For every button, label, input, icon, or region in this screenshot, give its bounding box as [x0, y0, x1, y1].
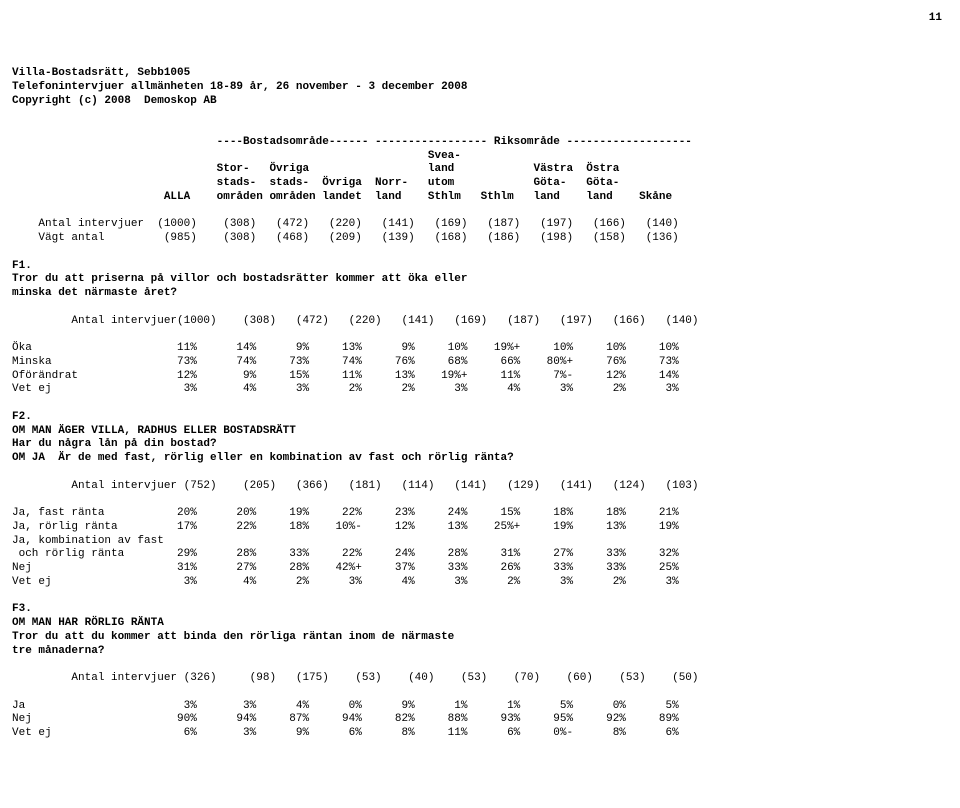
- f1-q2: minska det närmaste året?: [12, 287, 177, 299]
- f2-q3: OM JA Är de med fast, rörlig eller en ko…: [12, 452, 514, 464]
- f2-q1: OM MAN ÄGER VILLA, RADHUS ELLER BOSTADSR…: [12, 425, 296, 437]
- row-antal-intervjuer: Antal intervjuer (1000) (308) (472) (220…: [12, 218, 679, 230]
- f3-q2: Tror du att du kommer att binda den rörl…: [12, 631, 454, 643]
- header-copyright: Copyright (c) 2008 Demoskop AB: [12, 95, 217, 107]
- f1-vetej: Vet ej 3% 4% 3% 2% 2% 3% 4% 3% 2% 3%: [12, 383, 679, 395]
- f2-q2: Har du några lån på din bostad?: [12, 438, 217, 450]
- f2-nej: Nej 31% 27% 28% 42%+ 37% 33% 26% 33% 33%…: [12, 562, 679, 574]
- col-header-l5: ALLA områden områden landet land Sthlm S…: [12, 191, 699, 203]
- f3-code: F3.: [12, 603, 32, 615]
- f1-code: F1.: [12, 260, 32, 272]
- col-header-l1: ----Bostadsområde------ ----------------…: [12, 136, 692, 148]
- f3-antal: Antal intervjuer (326) (98) (175) (53) (…: [12, 672, 699, 684]
- header-title-2: Telefonintervjuer allmänheten 18-89 år, …: [12, 81, 467, 93]
- f3-nej: Nej 90% 94% 87% 94% 82% 88% 93% 95% 92% …: [12, 713, 679, 725]
- f2-code: F2.: [12, 411, 32, 423]
- f2-rorlig: Ja, rörlig ränta 17% 22% 18% 10%- 12% 13…: [12, 521, 679, 533]
- f1-minska: Minska 73% 74% 73% 74% 76% 68% 66% 80%+ …: [12, 356, 679, 368]
- f3-ja: Ja 3% 3% 4% 0% 9% 1% 1% 5% 0% 5%: [12, 700, 679, 712]
- f3-q1: OM MAN HAR RÖRLIG RÄNTA: [12, 617, 164, 629]
- f3-q3: tre månaderna?: [12, 645, 104, 657]
- col-header-l3: Stor- Övriga land Västra Östra: [12, 163, 699, 175]
- col-header-l4: stads- stads- Övriga Norr- utom Göta- Gö…: [12, 177, 699, 189]
- f1-q1: Tror du att priserna på villor och bosta…: [12, 273, 467, 285]
- f2-komb2: och rörlig ränta 29% 28% 33% 22% 24% 28%…: [12, 548, 679, 560]
- f1-antal: Antal intervjuer(1000) (308) (472) (220)…: [12, 315, 699, 327]
- header-title-1: Villa-Bostadsrätt, Sebb1005: [12, 67, 190, 79]
- f2-fast: Ja, fast ränta 20% 20% 19% 22% 23% 24% 1…: [12, 507, 679, 519]
- col-header-l2: Svea-: [12, 150, 699, 162]
- page-number: 11: [929, 12, 942, 26]
- f2-komb1: Ja, kombination av fast: [12, 535, 164, 547]
- f2-vetej: Vet ej 3% 4% 2% 3% 4% 3% 2% 3% 2% 3%: [12, 576, 679, 588]
- row-vagt-antal: Vägt antal (985) (308) (468) (209) (139)…: [12, 232, 679, 244]
- f2-antal: Antal intervjuer (752) (205) (366) (181)…: [12, 480, 699, 492]
- f1-oka: Öka 11% 14% 9% 13% 9% 10% 19%+ 10% 10% 1…: [12, 342, 679, 354]
- f3-vetej: Vet ej 6% 3% 9% 6% 8% 11% 6% 0%- 8% 6%: [12, 727, 679, 739]
- f1-oforandrat: Oförändrat 12% 9% 15% 11% 13% 19%+ 11% 7…: [12, 370, 679, 382]
